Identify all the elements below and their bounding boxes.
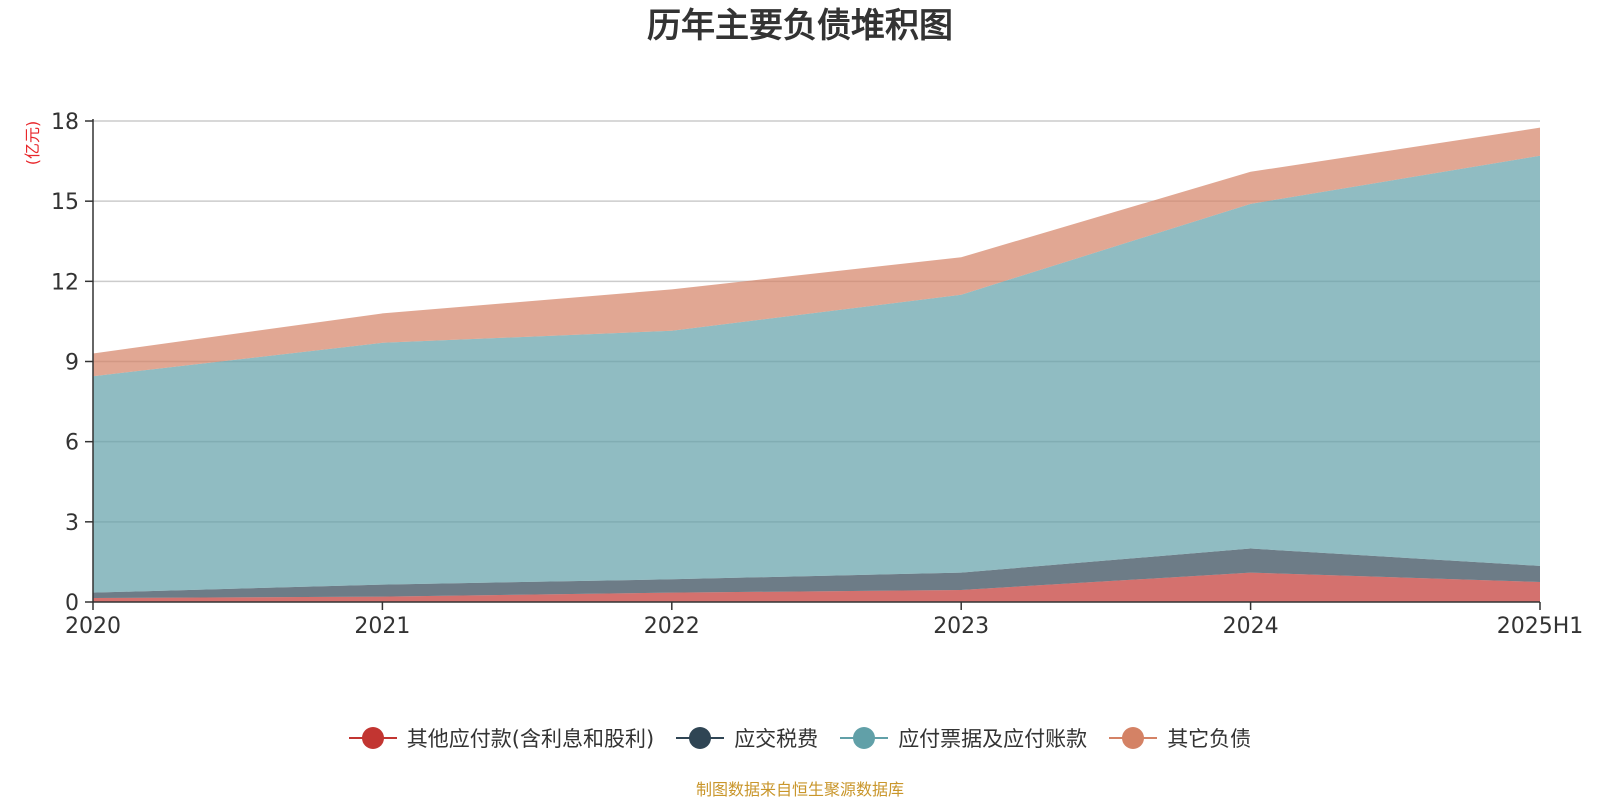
area-series bbox=[93, 155, 1540, 593]
chart-title: 历年主要负债堆积图 bbox=[647, 6, 953, 46]
legend-marker-icon bbox=[676, 725, 725, 751]
x-tick-label: 2021 bbox=[354, 614, 410, 639]
legend-label: 其它负债 bbox=[1167, 727, 1252, 751]
legend-item[interactable]: 其它负债 bbox=[1109, 723, 1251, 753]
x-tick-label: 2020 bbox=[65, 614, 121, 639]
x-tick-label: 2025H1 bbox=[1497, 614, 1584, 639]
axis-layer: 0 3 6 9 12 15 18 2020 2021 2022 2023 2024 2025H1 bbox=[51, 110, 1583, 639]
data-source-note: 制图数据来自恒生聚源数据库 bbox=[695, 780, 904, 799]
legend-label: 应付票据及应付账款 bbox=[898, 727, 1088, 751]
y-tick-label: 15 bbox=[51, 190, 79, 215]
y-tick-label: 18 bbox=[51, 110, 79, 135]
y-tick-label: 3 bbox=[65, 511, 79, 536]
x-tick-label: 2023 bbox=[933, 614, 989, 639]
y-tick-label: 0 bbox=[65, 591, 79, 616]
legend: 其他应付款(含利息和股利) 应交税费 应付票据及应付账款 其它负债 bbox=[0, 720, 1600, 756]
legend-label: 其他应付款(含利息和股利) bbox=[406, 727, 655, 751]
legend-marker-icon bbox=[840, 725, 889, 751]
legend-marker-icon bbox=[1109, 725, 1158, 751]
area-series bbox=[93, 127, 1540, 377]
x-tick-label: 2022 bbox=[644, 614, 700, 639]
y-axis-unit-label: (亿元) bbox=[23, 121, 42, 166]
y-tick-label: 9 bbox=[65, 351, 79, 376]
legend-item[interactable]: 其他应付款(含利息和股利) bbox=[348, 723, 655, 753]
legend-label: 应交税费 bbox=[734, 727, 819, 751]
x-tick-label: 2024 bbox=[1223, 614, 1279, 639]
area-layer bbox=[93, 127, 1540, 602]
y-tick-label: 12 bbox=[51, 270, 79, 295]
legend-item[interactable]: 应交税费 bbox=[676, 723, 818, 753]
y-tick-label: 6 bbox=[65, 431, 79, 456]
area-series bbox=[93, 572, 1540, 602]
legend-marker-icon bbox=[348, 725, 397, 751]
legend-item[interactable]: 应付票据及应付账款 bbox=[840, 723, 1087, 753]
area-series bbox=[93, 548, 1540, 598]
